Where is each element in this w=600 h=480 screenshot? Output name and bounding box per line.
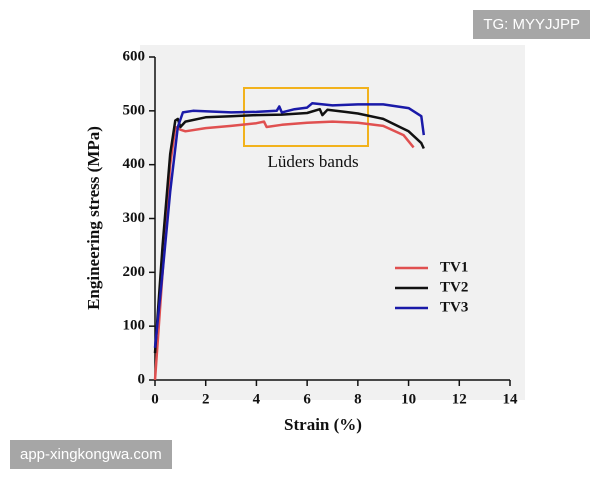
x-tick-label: 12 <box>452 391 467 407</box>
x-tick-label: 4 <box>253 391 261 407</box>
y-tick-label: 400 <box>123 156 146 172</box>
watermark: TG: MYYJJPP <box>473 10 590 39</box>
x-tick-label: 14 <box>503 391 519 407</box>
x-axis-label: Strain (%) <box>284 415 362 434</box>
y-tick-label: 600 <box>123 48 146 64</box>
x-tick-label: 0 <box>151 391 159 407</box>
y-tick-label: 100 <box>123 318 146 334</box>
legend-label: TV3 <box>440 299 468 315</box>
y-tick-label: 500 <box>123 102 146 118</box>
watermark: app-xingkongwa.com <box>10 440 172 469</box>
legend-label: TV1 <box>440 259 468 275</box>
y-tick-label: 200 <box>123 264 146 280</box>
x-tick-label: 6 <box>303 391 311 407</box>
y-axis-label: Engineering stress (MPa) <box>84 126 103 310</box>
plot-background <box>140 45 525 400</box>
legend-label: TV2 <box>440 279 468 295</box>
series-line <box>153 102 426 348</box>
series-line <box>153 107 425 354</box>
annotation: Lüders bands <box>267 152 358 171</box>
y-tick-label: 300 <box>123 210 146 226</box>
x-tick-label: 10 <box>401 391 416 407</box>
x-tick-label: 8 <box>354 391 362 407</box>
y-tick-label: 0 <box>138 371 146 387</box>
x-tick-label: 2 <box>202 391 210 407</box>
annotation-box <box>243 87 369 147</box>
